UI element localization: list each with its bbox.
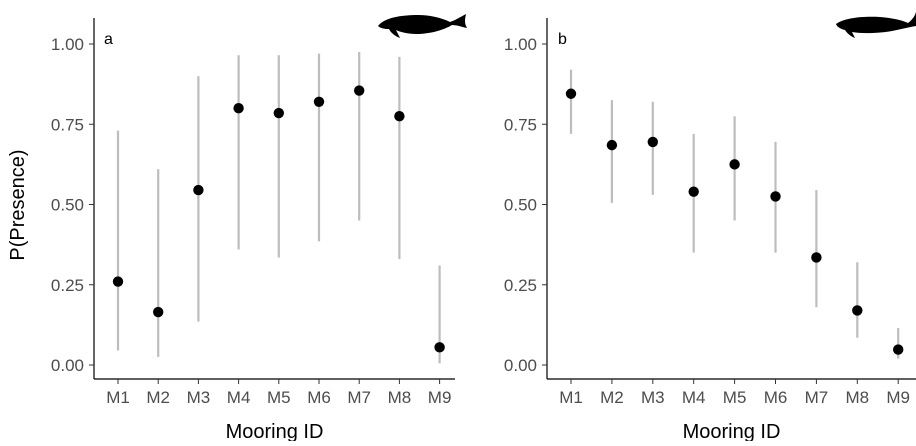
panel-label-b: b: [558, 31, 567, 48]
data-point: [770, 191, 781, 202]
data-point: [233, 103, 244, 114]
x-tick-label: M2: [600, 388, 624, 407]
data-point: [852, 305, 863, 316]
panel-label-a: a: [104, 31, 113, 48]
x-axis-title: Mooring ID: [683, 421, 781, 441]
data-point: [688, 186, 699, 197]
data-point: [153, 306, 164, 318]
data-point: [112, 276, 124, 287]
x-tick-label: M5: [723, 388, 747, 407]
x-tick-label: M1: [106, 388, 130, 407]
y-tick-label: 0.75: [51, 115, 84, 134]
y-tick-label: 0.25: [504, 276, 537, 295]
data-point: [273, 107, 284, 119]
x-axis-title: Mooring ID: [226, 421, 324, 441]
x-tick-label: M7: [805, 388, 829, 407]
x-tick-label: M8: [388, 388, 412, 407]
y-tick-label: 1.00: [504, 35, 537, 54]
data-point: [394, 111, 405, 122]
x-tick-label: M6: [307, 388, 331, 407]
data-point: [313, 96, 325, 107]
x-tick-label: M9: [886, 388, 910, 407]
data-point: [565, 88, 577, 99]
x-tick-label: M1: [559, 388, 583, 407]
whale-silhouette-icon: [836, 12, 916, 38]
x-tick-label: M3: [641, 388, 665, 407]
panel-b: b 0.00 0.25 0.50 0.75 1.00 M1 M2 M3 M4 M5 M6 M7 M8 M9…: [504, 12, 916, 443]
data-point: [434, 342, 445, 353]
panel-a: a 0.00 0.25 0.50 0.75 1.00 M1 M2 M3 M4 M5 M6 M7 M8 M9…: [51, 14, 467, 443]
y-axis-title: P(Presence): [7, 149, 29, 260]
y-tick-label: 1.00: [51, 35, 84, 54]
data-point: [354, 85, 365, 96]
data-point: [193, 184, 204, 196]
y-tick-label: 0.75: [504, 115, 537, 134]
y-tick-label: 0.00: [504, 356, 537, 375]
x-tick-label: M6: [764, 388, 788, 407]
x-tick-label: M2: [146, 388, 170, 407]
x-tick-label: M8: [845, 388, 869, 407]
y-tick-label: 0.00: [51, 356, 84, 375]
data-point: [729, 159, 740, 170]
data-point: [811, 252, 822, 263]
x-tick-label: M4: [682, 388, 706, 407]
data-point: [893, 344, 904, 355]
data-point: [606, 139, 618, 151]
y-tick-label: 0.50: [51, 196, 84, 215]
x-tick-label: M7: [347, 388, 371, 407]
x-tick-label: M9: [428, 388, 452, 407]
x-tick-label: M4: [227, 388, 251, 407]
x-tick-label: M5: [267, 388, 291, 407]
x-tick-label: M3: [187, 388, 211, 407]
whale-silhouette-icon: [378, 14, 467, 38]
data-point: [647, 136, 658, 148]
y-tick-label: 0.25: [51, 276, 84, 295]
y-tick-label: 0.50: [504, 196, 537, 215]
